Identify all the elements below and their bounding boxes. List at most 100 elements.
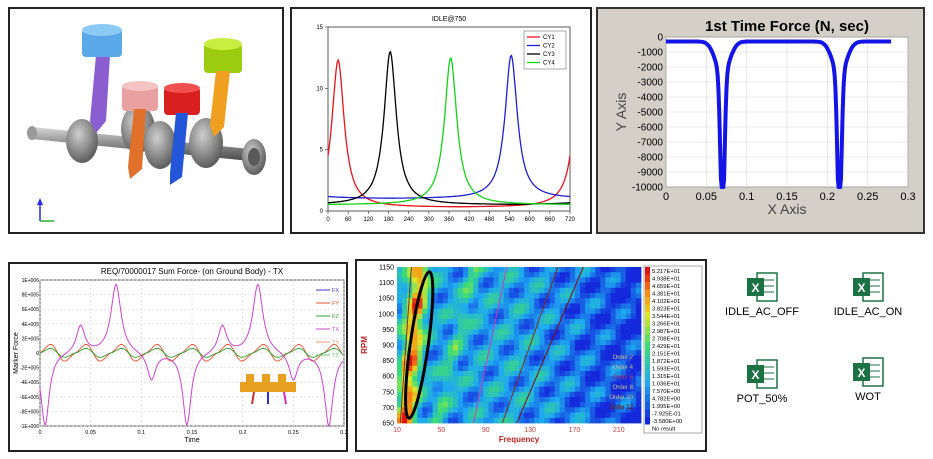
heat-cell — [554, 386, 561, 393]
heat-cell — [544, 272, 550, 278]
heat-cell — [539, 267, 545, 273]
heat-cell — [427, 365, 433, 372]
heat-cell — [412, 334, 418, 341]
file-idle-ac-on[interactable]: X IDLE_AC_ON — [808, 270, 928, 318]
heat-cell — [468, 277, 474, 283]
heat-cell — [529, 381, 535, 387]
heat-cell — [508, 381, 515, 387]
heat-cell — [539, 339, 545, 346]
heat-cell — [463, 308, 469, 315]
heat-cell — [524, 329, 530, 335]
heat-cell — [427, 397, 433, 403]
heat-cell — [585, 313, 591, 320]
file-label: IDLE_AC_OFF — [725, 306, 799, 318]
heat-cell — [473, 324, 479, 330]
heat-cell — [412, 360, 418, 367]
colorbar-swatch — [645, 342, 650, 350]
heat-cell — [554, 365, 561, 372]
heat-cell — [635, 324, 642, 330]
heat-cell — [625, 334, 632, 341]
legend-label: FY — [332, 301, 339, 307]
heat-cell — [447, 417, 454, 424]
heat-cell — [564, 293, 571, 299]
heat-cell — [412, 365, 418, 372]
heat-cell — [427, 350, 433, 356]
heat-cell — [458, 365, 464, 372]
heat-cell — [610, 365, 616, 372]
heat-cell — [458, 386, 464, 393]
heat-cell — [488, 334, 494, 341]
heat-cell — [427, 303, 433, 309]
heat-cell — [437, 272, 444, 278]
heat-cell — [498, 350, 505, 356]
heat-cell — [600, 313, 606, 320]
chart-title: IDLE@750 — [432, 16, 466, 23]
heat-cell — [488, 272, 494, 278]
file-pot-50[interactable]: X POT_50% — [702, 357, 822, 405]
heat-cell — [478, 303, 484, 309]
heat-cell — [524, 303, 530, 309]
heat-cell — [595, 277, 601, 283]
heat-cell — [635, 272, 642, 278]
heat-cell — [580, 402, 586, 408]
heat-cell — [488, 397, 494, 403]
heat-cell — [620, 287, 627, 294]
heat-cell — [412, 277, 418, 283]
heat-cell — [483, 397, 489, 403]
heat-cell — [437, 350, 444, 356]
heat-cell — [595, 386, 601, 393]
thumbnail-mount — [283, 391, 287, 405]
heat-cell — [580, 272, 586, 278]
heat-cell — [452, 345, 459, 351]
heat-cell — [600, 319, 606, 325]
heat-cell — [519, 313, 525, 320]
heat-cell — [498, 313, 505, 320]
heat-cell — [585, 272, 591, 278]
heat-cell — [524, 334, 530, 341]
heat-cell — [458, 267, 464, 273]
heat-cell — [544, 303, 550, 309]
heat-cell — [452, 412, 459, 419]
heat-cell — [442, 329, 449, 335]
y-tick-label: 1100 — [379, 280, 394, 287]
file-wot[interactable]: X WOT — [808, 355, 928, 403]
heat-cell — [519, 412, 525, 419]
heat-cell — [554, 287, 561, 294]
heat-cell — [574, 267, 581, 273]
heat-cell — [483, 329, 489, 335]
heat-cell — [417, 376, 423, 382]
heat-cell — [473, 334, 479, 341]
heat-cell — [569, 282, 576, 289]
heat-cell — [407, 397, 413, 403]
heat-cell — [493, 397, 500, 403]
heat-cell — [458, 371, 464, 377]
y-tick-label: 10 — [316, 86, 323, 92]
heat-cell — [625, 350, 632, 356]
heat-cell — [513, 308, 520, 315]
file-idle-ac-off[interactable]: X IDLE_AC_OFF — [702, 270, 822, 318]
heat-cell — [635, 293, 642, 299]
heat-cell — [473, 287, 479, 294]
heat-cell — [503, 412, 510, 419]
heat-cell — [412, 412, 418, 419]
heat-cell — [539, 371, 545, 377]
heat-cell — [498, 293, 505, 299]
heat-cell — [478, 308, 484, 315]
colorbar-swatch — [645, 372, 650, 380]
heat-cell — [473, 345, 479, 351]
heat-cell — [417, 417, 423, 424]
heat-cell — [564, 365, 571, 372]
heat-cell — [407, 319, 413, 325]
heat-cell — [569, 313, 576, 320]
heat-cell — [549, 303, 555, 309]
heat-cell — [412, 371, 418, 377]
heat-cell — [574, 298, 581, 304]
heat-cell — [402, 303, 408, 309]
heat-cell — [574, 397, 581, 403]
legend-label: TZ — [332, 353, 339, 359]
heat-cell — [508, 282, 515, 289]
order-label: Order 8 — [613, 385, 634, 391]
heat-cell — [397, 371, 403, 377]
heat-cell — [458, 407, 464, 413]
heat-cell — [452, 319, 459, 325]
